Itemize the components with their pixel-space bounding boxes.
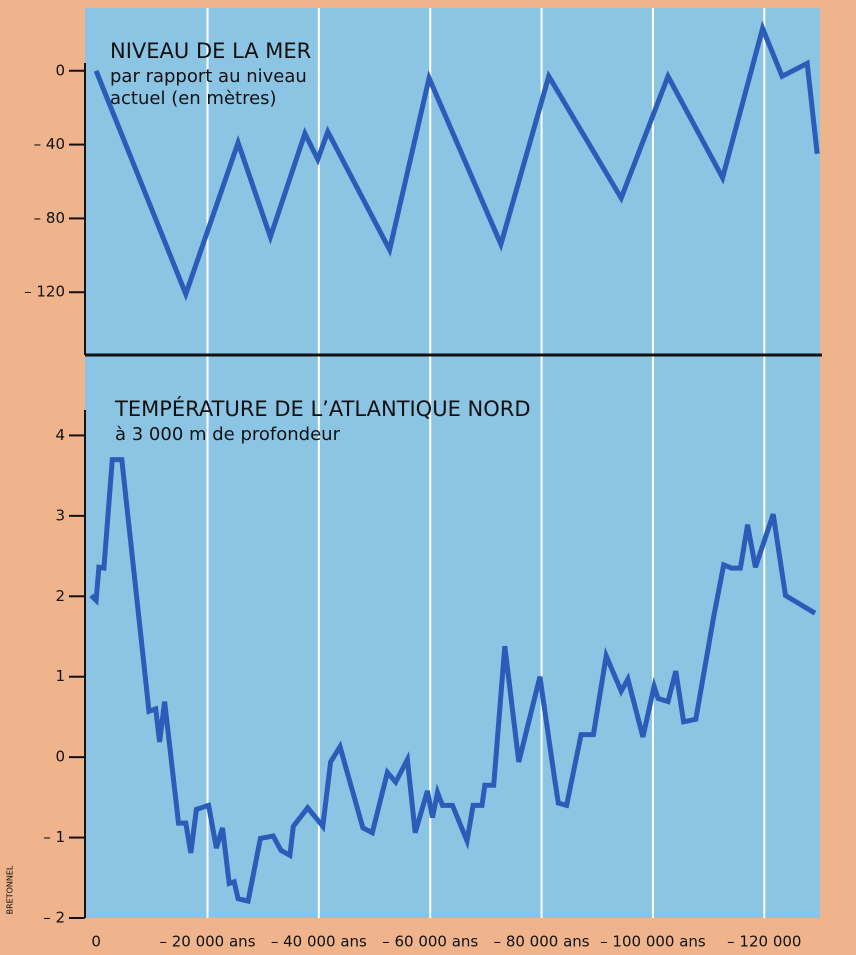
x-tick-label: – 80 000 ans	[494, 933, 590, 951]
y-tick-label: 1	[55, 667, 65, 685]
data-line	[93, 20, 820, 302]
x-tick-label: – 60 000 ans	[382, 933, 478, 951]
data-line	[89, 457, 817, 905]
y-tick-label: – 2	[43, 909, 65, 927]
x-tick-label: – 20 000 ans	[159, 933, 255, 951]
y-tick-label: 0	[55, 748, 65, 766]
y-tick-label: 4	[55, 426, 65, 444]
chart-subtitle: par rapport au niveau	[110, 66, 307, 87]
y-tick-label: 2	[55, 587, 65, 605]
y-tick-label: 3	[55, 506, 65, 524]
panel	[85, 8, 820, 918]
y-tick-label: 0	[55, 61, 65, 79]
chart-subtitle: actuel (en mètres)	[110, 88, 277, 109]
x-tick-label: – 120 000	[727, 933, 801, 951]
y-tick-label: – 80	[34, 209, 65, 227]
chart-title: TEMPÉRATURE DE L’ATLANTIQUE NORD	[114, 396, 531, 421]
x-tick-label: 0	[91, 933, 101, 951]
y-tick-label: – 1	[43, 828, 65, 846]
y-tick-label: – 120	[24, 283, 65, 301]
x-tick-label: – 40 000 ans	[271, 933, 367, 951]
chart-subtitle: à 3 000 m de profondeur	[115, 424, 341, 445]
y-tick-label: – 40	[34, 135, 65, 153]
chart-title: NIVEAU DE LA MER	[110, 39, 311, 63]
x-tick-label: – 100 000 ans	[600, 933, 706, 951]
credit: BRETONNEL	[6, 865, 15, 914]
